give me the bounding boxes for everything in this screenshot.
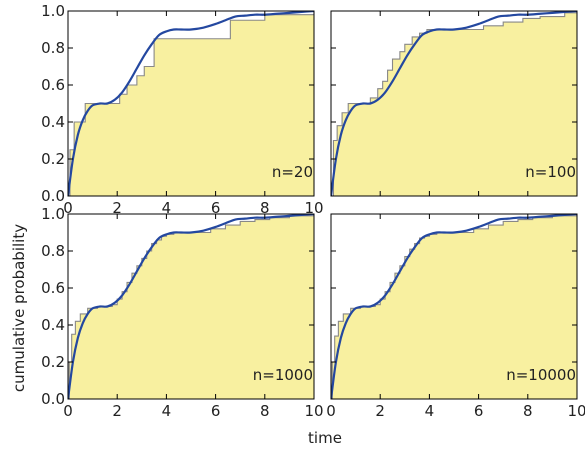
x-tick-label: 4: [162, 199, 172, 217]
x-tick-label: 6: [211, 402, 221, 420]
panel-1: 0 2 4 6 8 10 0.0 0.2 0.4 0.6 0.8 1.0 n=20: [41, 2, 323, 217]
x-tick-label: 10: [304, 199, 323, 217]
y-tick-label: 0.8: [41, 242, 65, 260]
x-tick-label: 6: [211, 199, 221, 217]
true-cdf-line: [68, 214, 314, 399]
y-tick-label: 0.8: [41, 39, 65, 57]
sample-size-annotation: n=20: [272, 163, 313, 181]
y-tick-label: 1.0: [41, 2, 65, 20]
panel-4: 0 2 4 6 8 10 n=10000: [326, 213, 585, 420]
x-tick-label: 0: [63, 199, 73, 217]
sample-size-annotation: n=10000: [506, 366, 576, 384]
x-tick-label: 2: [375, 402, 385, 420]
empirical-cdf-step: [331, 11, 577, 196]
y-tick-label: 0.4: [41, 113, 65, 131]
x-tick-label: 0: [326, 402, 336, 420]
empirical-cdf-fill: [331, 214, 577, 399]
empirical-cdf-step: [68, 11, 314, 196]
y-tick-label: 0.0: [41, 390, 65, 408]
x-tick-label: 10: [304, 402, 323, 420]
y-tick-label: 0.2: [41, 353, 65, 371]
y-tick-label: 0.6: [41, 76, 65, 94]
panel-3: 0 2 4 6 8 10 0.0 0.2 0.4 0.6 0.8 1.0 n=1000: [41, 205, 323, 420]
true-cdf-line: [68, 11, 314, 196]
empirical-cdf-fill: [68, 11, 314, 196]
x-tick-label: 2: [112, 199, 122, 217]
y-tick-label: 0.2: [41, 150, 65, 168]
x-tick-label: 10: [567, 402, 585, 420]
y-tick-label: 0.0: [41, 187, 65, 205]
true-cdf-line: [331, 214, 577, 399]
x-tick-label: 8: [260, 402, 270, 420]
x-tick-label: 4: [162, 402, 172, 420]
y-tick-label: 0.4: [41, 316, 65, 334]
x-tick-label: 6: [474, 402, 484, 420]
empirical-cdf-fill: [331, 11, 577, 196]
x-axis-label: time: [308, 429, 342, 447]
y-tick-label: 0.6: [41, 279, 65, 297]
x-tick-label: 4: [425, 402, 435, 420]
true-cdf-line: [331, 11, 577, 196]
x-tick-label: 8: [260, 199, 270, 217]
empirical-cdf-fill: [68, 214, 314, 399]
axes-frame: [67, 10, 315, 197]
sample-size-annotation: n=1000: [253, 366, 313, 384]
axes-frame: [330, 213, 578, 400]
axes-frame: [330, 10, 578, 197]
panel-2: n=100: [330, 10, 578, 197]
sample-size-annotation: n=100: [525, 163, 576, 181]
x-tick-label: 2: [112, 402, 122, 420]
y-tick-label: 1.0: [41, 205, 65, 223]
axes-frame: [67, 213, 315, 400]
x-tick-label: 0: [63, 402, 73, 420]
x-tick-label: 8: [523, 402, 533, 420]
y-axis-label: cumulative probability: [10, 224, 28, 392]
